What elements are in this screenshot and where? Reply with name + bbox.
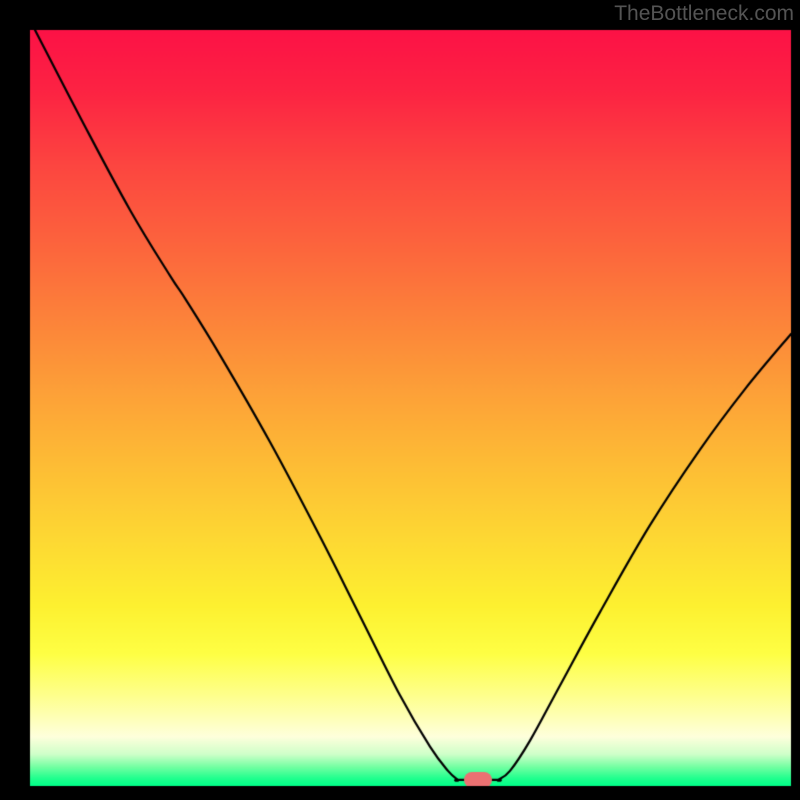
bottleneck-chart-canvas — [0, 0, 800, 800]
chart-root: TheBottleneck.com — [0, 0, 800, 800]
watermark-text: TheBottleneck.com — [614, 2, 794, 26]
